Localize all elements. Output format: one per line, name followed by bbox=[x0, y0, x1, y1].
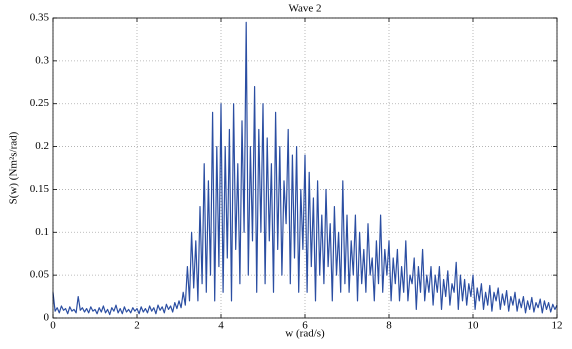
data-line bbox=[52, 21, 558, 316]
x-tick-label: 10 bbox=[468, 320, 480, 332]
plot-frame bbox=[52, 17, 558, 319]
x-tick-label: 0 bbox=[50, 320, 56, 332]
y-axis-label: S(w) (Nm²s/rad) bbox=[8, 131, 20, 204]
chart-title: Wave 2 bbox=[288, 3, 321, 15]
y-tick-label: 0.05 bbox=[30, 269, 50, 281]
x-tick-label: 6 bbox=[302, 320, 308, 332]
y-tick-label: 0.15 bbox=[30, 183, 50, 195]
x-axis-label: w (rad/s) bbox=[285, 328, 325, 340]
y-tick-label: 0.2 bbox=[35, 140, 49, 152]
y-tick-label: 0.35 bbox=[30, 12, 50, 24]
y-tick-label: 0.1 bbox=[35, 226, 49, 238]
x-tick-label: 4 bbox=[218, 320, 224, 332]
x-tick-label: 2 bbox=[134, 320, 140, 332]
x-tick-label: 12 bbox=[552, 320, 563, 332]
x-tick-label: 8 bbox=[386, 320, 392, 332]
y-tick-label: 0.3 bbox=[35, 54, 49, 66]
y-tick-label: 0 bbox=[44, 312, 50, 324]
y-tick-label: 0.25 bbox=[30, 97, 50, 109]
